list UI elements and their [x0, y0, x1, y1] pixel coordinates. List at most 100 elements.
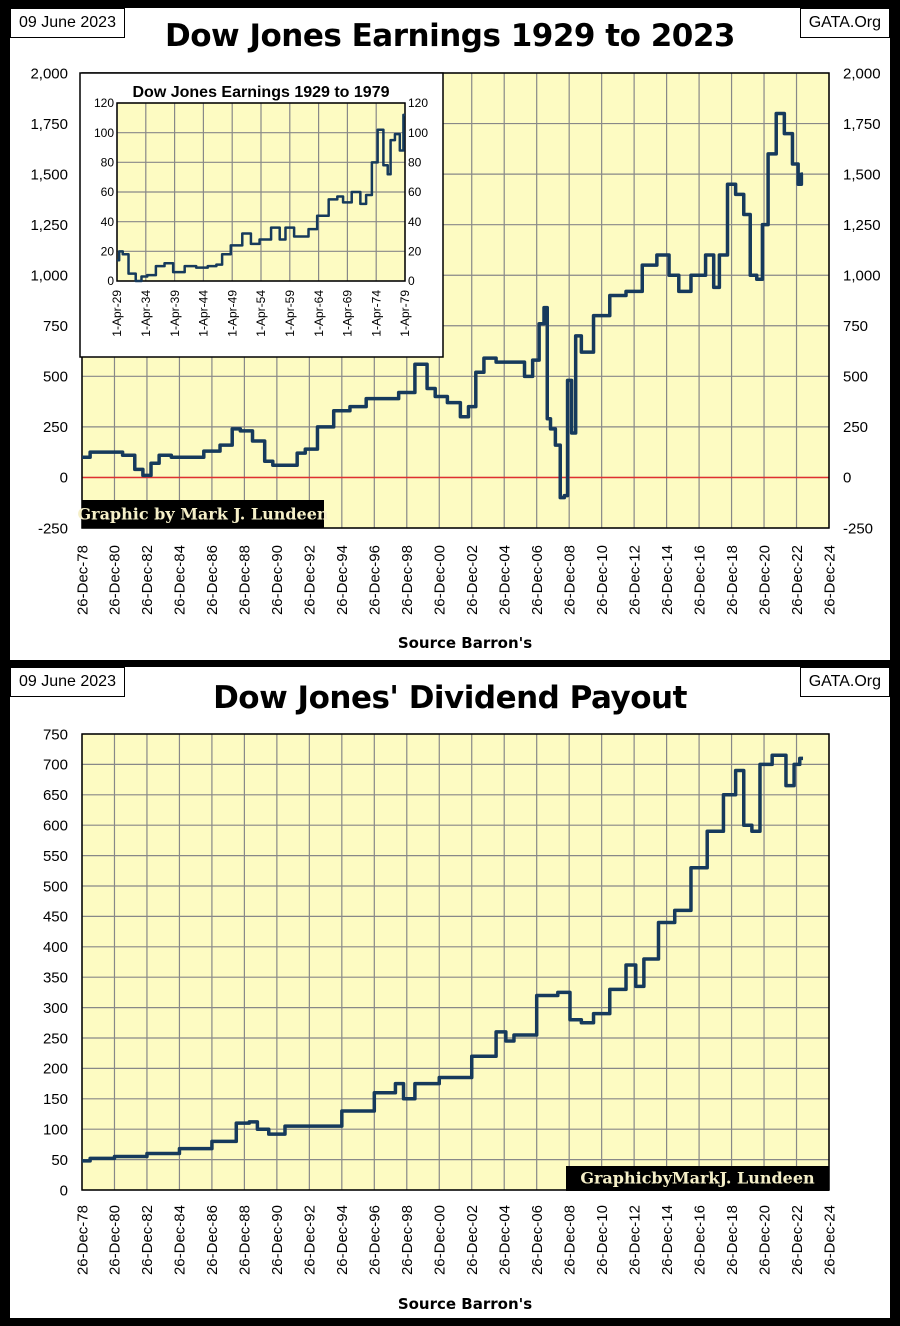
y-tick-label: 250	[43, 419, 68, 436]
plot-border	[81, 733, 830, 1191]
x-tick-label: 26-Dec-86	[204, 545, 221, 615]
x-tick-label: 26-Dec-24	[821, 545, 838, 615]
x-tick-label: 26-Dec-96	[367, 545, 384, 615]
x-tick-label: 26-Dec-02	[464, 545, 481, 615]
x-tick-label: 1-Apr-39	[168, 290, 182, 337]
y-tick-label-right: 250	[843, 419, 868, 436]
x-tick-label: 26-Dec-96	[367, 1205, 384, 1275]
y-tick-label: 200	[43, 1061, 68, 1078]
bottom-date-label: 09 June 2023	[10, 667, 125, 697]
chart-1: Dow Jones Earnings 1929 to 1979 1-Apr-29 1…	[79, 72, 444, 358]
x-tick-label: 26-Dec-08	[561, 545, 578, 615]
top-source-label: Source Barron's	[397, 634, 533, 652]
x-tick-label: 26-Dec-14	[659, 545, 676, 615]
y-tick-label: 150	[43, 1091, 68, 1108]
y-tick-label: 550	[43, 848, 68, 865]
x-tick-label: 1-Apr-44	[197, 290, 211, 337]
x-tick-label: 26-Dec-98	[399, 545, 416, 615]
y-tick-label-right: 500	[843, 369, 868, 386]
y-tick-label: 40	[101, 215, 115, 229]
y-tick-label-right: 60	[408, 185, 422, 199]
y-tick-label: 1,000	[30, 267, 68, 284]
x-tick-label: 26-Dec-80	[107, 1205, 124, 1275]
x-tick-label: 26-Dec-84	[172, 1205, 189, 1275]
top-signature: Graphic by Mark J. Lundeen	[77, 505, 328, 524]
x-tick-label: 1-Apr-64	[312, 290, 326, 337]
y-tick-label-right: 750	[843, 318, 868, 335]
x-tick-label: 1-Apr-54	[254, 290, 268, 337]
x-tick-label: 26-Dec-04	[496, 1205, 513, 1275]
x-tick-label: 1-Apr-29	[110, 290, 124, 337]
x-tick-label: 26-Dec-78	[74, 545, 91, 615]
inset-title: Dow Jones Earnings 1929 to 1979	[133, 84, 390, 101]
y-tick-label-right: 20	[408, 245, 422, 259]
y-tick-label: 120	[94, 96, 114, 110]
top-chart-title: Dow Jones Earnings 1929 to 2023	[165, 18, 735, 54]
x-tick-label: 26-Dec-22	[789, 545, 806, 615]
y-tick-label: 1,500	[30, 166, 68, 183]
y-tick-label: 750	[43, 726, 68, 743]
y-tick-label-right: -250	[843, 520, 873, 537]
y-tick-label: 0	[60, 1182, 68, 1199]
x-tick-label: 26-Dec-20	[756, 1205, 773, 1275]
x-tick-label: 26-Dec-86	[204, 1205, 221, 1275]
y-tick-label: 50	[51, 1152, 68, 1169]
x-tick-label: 1-Apr-79	[398, 290, 412, 337]
y-tick-label-right: 0	[408, 274, 415, 288]
top-signature-box	[82, 500, 324, 528]
y-tick-label: 700	[43, 757, 68, 774]
y-tick-label: 350	[43, 969, 68, 986]
x-tick-label: 26-Dec-78	[74, 1205, 91, 1275]
y-tick-label: 500	[43, 878, 68, 895]
x-tick-label: 26-Dec-14	[659, 1205, 676, 1275]
y-tick-label: 2,000	[30, 65, 68, 82]
y-tick-label-right: 2,000	[843, 65, 881, 82]
plot-border	[116, 102, 406, 282]
y-tick-label: 100	[94, 126, 114, 140]
y-tick-label-right: 1,750	[843, 116, 881, 133]
x-tick-label: 1-Apr-34	[139, 290, 153, 337]
x-tick-label: 26-Dec-84	[172, 545, 189, 615]
y-tick-label: 1,250	[30, 217, 68, 234]
x-tick-label: 26-Dec-94	[334, 1205, 351, 1275]
y-tick-label: 250	[43, 1030, 68, 1047]
x-tick-label: 26-Dec-06	[529, 545, 546, 615]
x-tick-label: 1-Apr-59	[283, 290, 297, 337]
x-tick-label: 26-Dec-90	[269, 1205, 286, 1275]
x-tick-label: 26-Dec-08	[561, 1205, 578, 1275]
y-tick-label: 60	[101, 185, 115, 199]
x-tick-label: 26-Dec-22	[789, 1205, 806, 1275]
bottom-chart-title: Dow Jones' Dividend Payout	[213, 680, 687, 716]
y-tick-label-right: 80	[408, 156, 422, 170]
x-tick-label: 26-Dec-88	[237, 545, 254, 615]
x-tick-label: 26-Dec-20	[756, 545, 773, 615]
data-series-line	[82, 753, 804, 1163]
y-tick-label: 20	[101, 245, 115, 259]
x-tick-label: 26-Dec-04	[496, 545, 513, 615]
y-tick-label-right: 1,250	[843, 217, 881, 234]
y-tick-label-right: 100	[408, 126, 428, 140]
x-tick-label: 26-Dec-16	[691, 545, 708, 615]
bottom-signature-box	[566, 1166, 829, 1191]
x-tick-label: 26-Dec-92	[302, 1205, 319, 1275]
data-series-line	[82, 111, 804, 500]
y-tick-label: 0	[60, 470, 68, 487]
x-tick-label: 26-Dec-10	[594, 545, 611, 615]
y-tick-label: 300	[43, 1000, 68, 1017]
x-tick-label: 26-Dec-18	[724, 1205, 741, 1275]
x-tick-label: 26-Dec-80	[107, 545, 124, 615]
y-tick-label: 0	[107, 274, 114, 288]
y-tick-label: 500	[43, 369, 68, 386]
plot-area	[82, 734, 829, 1190]
x-tick-label: 26-Dec-94	[334, 545, 351, 615]
bottom-signature: GraphicbyMarkJ. Lundeen	[580, 1169, 815, 1188]
x-tick-label: 26-Dec-00	[432, 545, 449, 615]
y-tick-label: 650	[43, 787, 68, 804]
y-tick-label-right: 40	[408, 215, 422, 229]
x-tick-label: 26-Dec-12	[626, 1205, 643, 1275]
x-tick-label: 26-Dec-88	[237, 1205, 254, 1275]
data-series-line	[117, 113, 405, 283]
y-tick-label-right: 120	[408, 96, 428, 110]
top-site-label: GATA.Org	[799, 8, 890, 38]
chart-2: 26-Dec-78 26-Dec-80 26-Dec-82 26-Dec-84 26-D…	[43, 726, 838, 1275]
